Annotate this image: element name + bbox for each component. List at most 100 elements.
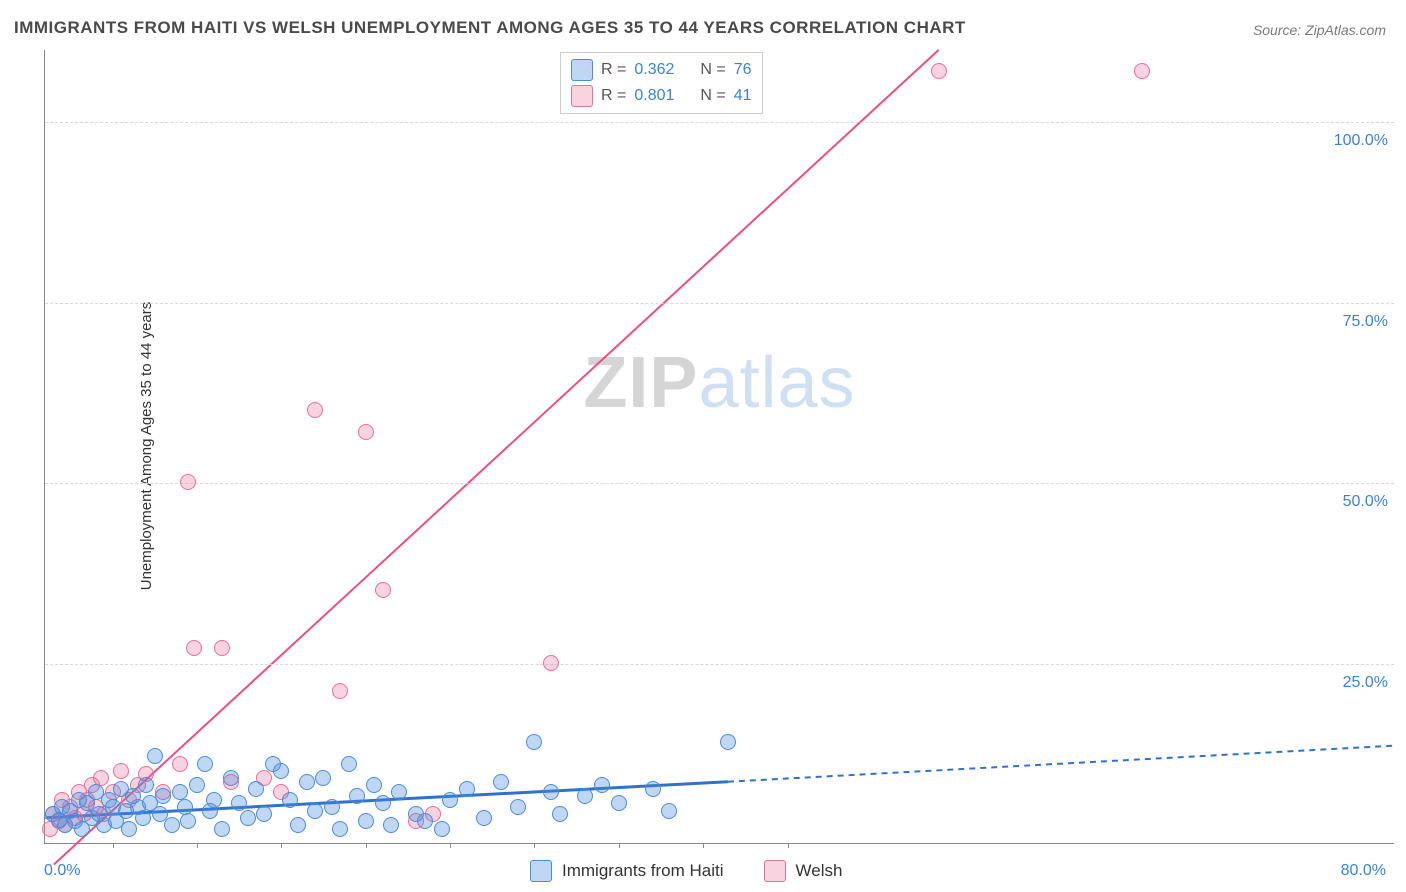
regression-line [728,746,1394,782]
legend-item: Welsh [764,860,843,882]
source-attribution: Source: ZipAtlas.com [1253,22,1386,38]
x-axis-max-label: 80.0% [1341,862,1386,880]
r-value: 0.801 [634,87,674,105]
scatter-point-pink [375,582,391,598]
legend-label: Welsh [796,861,843,881]
x-tick [450,843,451,848]
scatter-point-blue [720,734,736,750]
scatter-point-blue [214,821,230,837]
scatter-point-blue [324,799,340,815]
gridline-h [45,303,1394,304]
scatter-point-blue [417,813,433,829]
scatter-point-blue [164,817,180,833]
scatter-point-blue [307,803,323,819]
scatter-point-pink [307,402,323,418]
x-tick [534,843,535,848]
scatter-point-blue [366,777,382,793]
scatter-point-blue [135,810,151,826]
scatter-point-blue [442,792,458,808]
scatter-point-blue [349,788,365,804]
y-tick-label: 50.0% [1343,493,1388,511]
legend-swatch [764,860,786,882]
scatter-point-blue [383,817,399,833]
scatter-point-blue [121,821,137,837]
scatter-point-pink [543,655,559,671]
scatter-point-pink [1134,63,1150,79]
legend-label: Immigrants from Haiti [562,861,724,881]
scatter-point-blue [341,756,357,772]
x-tick [619,843,620,848]
scatter-point-pink [113,763,129,779]
scatter-point-blue [645,781,661,797]
scatter-point-pink [931,63,947,79]
scatter-point-blue [177,799,193,815]
scatter-point-blue [299,774,315,790]
x-tick [281,843,282,848]
scatter-point-blue [493,774,509,790]
scatter-point-blue [248,781,264,797]
scatter-point-blue [206,792,222,808]
scatter-point-blue [543,784,559,800]
scatter-point-blue [197,756,213,772]
scatter-point-blue [138,777,154,793]
scatter-point-blue [155,788,171,804]
scatter-point-blue [510,799,526,815]
n-value: 76 [734,61,752,79]
scatter-point-pink [358,424,374,440]
n-label: N = [700,61,725,79]
x-tick [197,843,198,848]
scatter-point-blue [552,806,568,822]
x-tick [113,843,114,848]
chart-title: IMMIGRANTS FROM HAITI VS WELSH UNEMPLOYM… [14,18,966,38]
n-label: N = [700,87,725,105]
x-tick [788,843,789,848]
gridline-h [45,664,1394,665]
legend-stat-row: R =0.362N =76 [571,57,752,83]
r-label: R = [601,87,626,105]
scatter-point-blue [189,777,205,793]
legend-item: Immigrants from Haiti [530,860,724,882]
scatter-point-pink [332,683,348,699]
legend-bottom: Immigrants from Haiti Welsh [530,860,842,882]
gridline-h [45,483,1394,484]
scatter-point-blue [577,788,593,804]
scatter-point-blue [594,777,610,793]
regression-lines [45,50,1394,843]
gridline-h [45,122,1394,123]
scatter-point-blue [282,792,298,808]
y-tick-label: 25.0% [1343,674,1388,692]
scatter-point-blue [180,813,196,829]
scatter-point-blue [459,781,475,797]
scatter-point-blue [391,784,407,800]
scatter-point-blue [256,806,272,822]
legend-statistics: R =0.362N =76R =0.801N =41 [560,52,763,114]
x-tick [703,843,704,848]
scatter-point-blue [231,795,247,811]
plot-area: ZIPatlas [44,50,1394,844]
scatter-point-blue [661,803,677,819]
legend-swatch [571,85,593,107]
scatter-point-blue [290,817,306,833]
x-tick [366,843,367,848]
scatter-point-blue [147,748,163,764]
scatter-point-blue [358,813,374,829]
scatter-point-blue [476,810,492,826]
scatter-point-pink [180,474,196,490]
scatter-point-blue [315,770,331,786]
scatter-point-blue [434,821,450,837]
legend-swatch [571,59,593,81]
n-value: 41 [734,87,752,105]
scatter-point-pink [186,640,202,656]
x-axis-min-label: 0.0% [44,862,80,880]
scatter-point-blue [611,795,627,811]
regression-line [54,50,939,865]
scatter-point-blue [273,763,289,779]
r-label: R = [601,61,626,79]
scatter-point-blue [240,810,256,826]
y-tick-label: 75.0% [1343,313,1388,331]
y-tick-label: 100.0% [1334,132,1388,150]
scatter-point-blue [375,795,391,811]
legend-swatch [530,860,552,882]
scatter-point-blue [332,821,348,837]
scatter-point-pink [214,640,230,656]
